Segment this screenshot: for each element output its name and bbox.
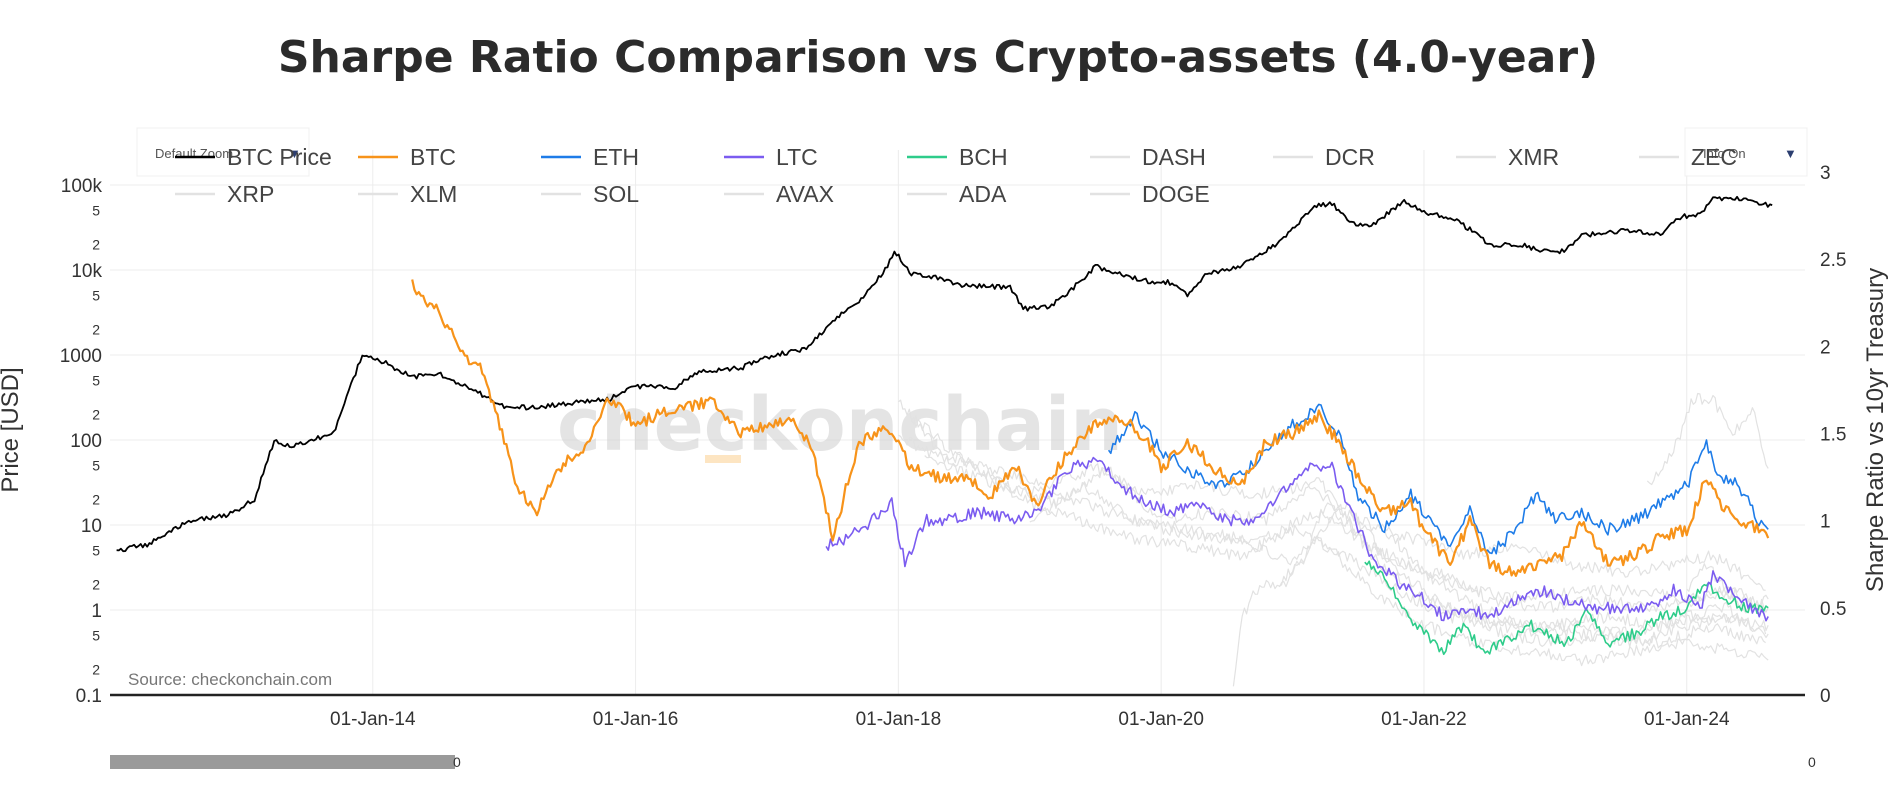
zoom-dropdown[interactable]: Default Zoom ▼: [136, 127, 310, 177]
left-minor-tick-label: 2: [92, 236, 100, 252]
info-chevron-down-icon: ▼: [1784, 146, 1797, 161]
x-tick-label: 01-Jan-22: [1381, 709, 1467, 730]
series-layer: [116, 195, 1773, 687]
zoom-dropdown-label: Default Zoom: [155, 146, 233, 161]
left-minor-tick-label: 5: [92, 628, 100, 644]
left-axis-title: Price [USD]: [0, 367, 24, 492]
range-slider-left-value: 0: [453, 754, 461, 770]
left-tick-label: 100: [70, 431, 102, 452]
left-minor-tick-label: 2: [92, 321, 100, 337]
left-tick-label: 100k: [61, 176, 103, 197]
series-line-btc-price: [116, 195, 1773, 553]
zoom-chevron-down-icon: ▼: [288, 146, 301, 161]
right-tick-label: 1.5: [1820, 425, 1846, 446]
left-minor-tick-label: 5: [92, 203, 100, 219]
left-tick-label: 1: [91, 601, 102, 622]
legend-label-ada: ADA: [959, 181, 1007, 207]
legend-label-xmr: XMR: [1508, 144, 1559, 170]
left-minor-tick-label: 2: [92, 491, 100, 507]
watermark-underscore: [705, 455, 741, 463]
left-minor-tick-label: 5: [92, 458, 100, 474]
range-slider-bar[interactable]: [110, 755, 455, 769]
series-line-btc: [411, 279, 1770, 577]
right-axis: 0 0.5 1 1.5 2 2.5 3: [1820, 163, 1846, 707]
range-slider-right-value: 0: [1808, 754, 1816, 770]
left-minor-tick-label: 5: [92, 543, 100, 559]
x-tick-label: 01-Jan-16: [593, 709, 679, 730]
left-tick-label: 10k: [71, 261, 102, 282]
zoom-dropdown-box[interactable]: [136, 127, 310, 177]
left-tick-label: 0.1: [76, 686, 102, 707]
left-minor-tick-label: 2: [92, 406, 100, 422]
legend-label-sol: SOL: [593, 181, 639, 207]
legend: BTC Price BTC ETH LTC BCH DASH DCR XMR ZEC XRP XLM…: [175, 144, 1737, 207]
x-tick-label: 01-Jan-18: [856, 709, 942, 730]
x-tick-label: 01-Jan-24: [1644, 709, 1730, 730]
x-axis: 01-Jan-14 01-Jan-16 01-Jan-18 01-Jan-20 01-J…: [330, 709, 1730, 730]
left-minor-tick-label: 2: [92, 661, 100, 677]
legend-label-bch: BCH: [959, 144, 1008, 170]
series-line-ltc: [825, 456, 1769, 622]
left-axis: 0.1 1 10 100 1000 10k 100k 2 5 2 5 2 5 2 5 2 5 2 5: [60, 176, 103, 707]
series-line-dcr: [1029, 482, 1766, 649]
right-tick-label: 2.5: [1820, 250, 1846, 271]
right-axis-title: Sharpe Ratio vs 10yr Treasury: [1862, 268, 1889, 592]
source-note: Source: checkonchain.com: [128, 670, 332, 689]
legend-label-xrp: XRP: [227, 181, 274, 207]
right-tick-label: 1: [1820, 512, 1831, 533]
info-dropdown-label: Info On: [1703, 146, 1746, 161]
legend-label-zec: ZEC: [1691, 144, 1737, 170]
series-line-zec: [1278, 535, 1769, 667]
left-tick-label: 10: [81, 516, 102, 537]
legend-label-avax: AVAX: [776, 181, 834, 207]
right-tick-label: 0.5: [1820, 599, 1846, 620]
legend-label-doge: DOGE: [1142, 181, 1210, 207]
right-tick-label: 2: [1820, 337, 1831, 358]
series-line-doge: [1232, 502, 1769, 687]
series-line-xlm: [924, 449, 1769, 632]
legend-label-eth: ETH: [593, 144, 639, 170]
series-line-bch: [1364, 560, 1769, 656]
chart-title: Sharpe Ratio Comparison vs Crypto-assets…: [278, 32, 1598, 83]
x-tick-label: 01-Jan-20: [1118, 709, 1204, 730]
right-tick-label: 0: [1820, 686, 1831, 707]
legend-label-btc-price: BTC Price: [227, 144, 332, 170]
series-line-eth: [1107, 403, 1769, 555]
info-dropdown-box[interactable]: [1684, 127, 1808, 177]
series-line-ada: [1383, 530, 1769, 648]
legend-label-dcr: DCR: [1325, 144, 1375, 170]
left-minor-tick-label: 5: [92, 373, 100, 389]
watermark: checkonchain: [557, 382, 1123, 468]
range-slider[interactable]: 0 0: [110, 754, 1816, 770]
legend-label-btc: BTC: [410, 144, 456, 170]
x-tick-label: 01-Jan-14: [330, 709, 416, 730]
right-tick-label: 3: [1820, 163, 1831, 184]
info-dropdown[interactable]: Info On ▼: [1684, 127, 1808, 177]
left-tick-label: 1000: [60, 346, 102, 367]
left-minor-tick-label: 2: [92, 576, 100, 592]
legend-label-dash: DASH: [1142, 144, 1206, 170]
series-line-sol: [1646, 392, 1769, 486]
legend-label-xlm: XLM: [410, 181, 457, 207]
legend-label-ltc: LTC: [776, 144, 818, 170]
left-minor-tick-label: 5: [92, 288, 100, 304]
